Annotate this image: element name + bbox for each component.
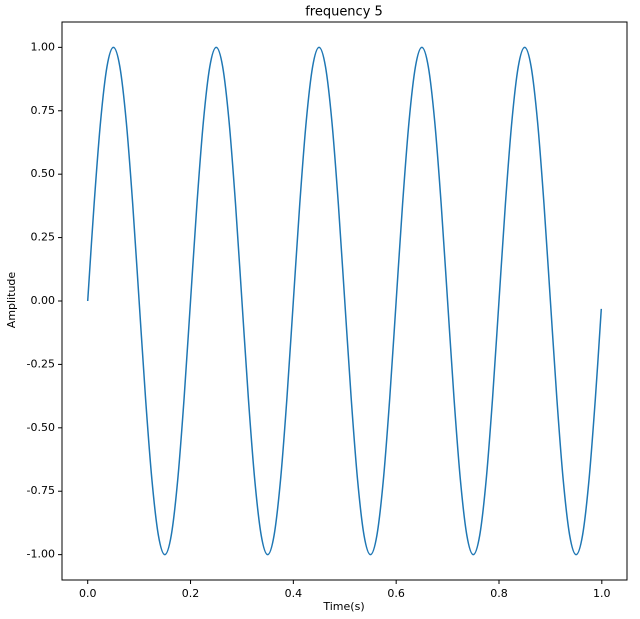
plot-frame [61, 21, 628, 581]
x-tick-label: 0.2 [182, 587, 200, 600]
x-tick-label: 0.4 [285, 587, 303, 600]
y-tick-label: 0.25 [31, 231, 56, 244]
y-axis-label: Amplitude [5, 272, 18, 329]
line-series [86, 46, 603, 556]
y-tick-label: 0.00 [31, 294, 56, 307]
y-tick-label: -0.50 [27, 421, 55, 434]
y-tick-label: 0.50 [31, 167, 56, 180]
y-tick-label: 1.00 [31, 40, 56, 53]
x-tick-label: 0.6 [387, 587, 405, 600]
chart-title: frequency 5 [305, 5, 383, 20]
y-tick-label: -1.00 [27, 548, 55, 561]
x-tick-label: 0.8 [490, 587, 508, 600]
x-tick-label: 0.0 [79, 587, 97, 600]
y-tick-label: -0.25 [27, 357, 55, 370]
y-tick-label: -0.75 [27, 484, 55, 497]
x-tick-label: 1.0 [593, 587, 611, 600]
y-tick-label: 0.75 [31, 104, 56, 117]
x-axis-label: Time(s) [322, 600, 364, 613]
